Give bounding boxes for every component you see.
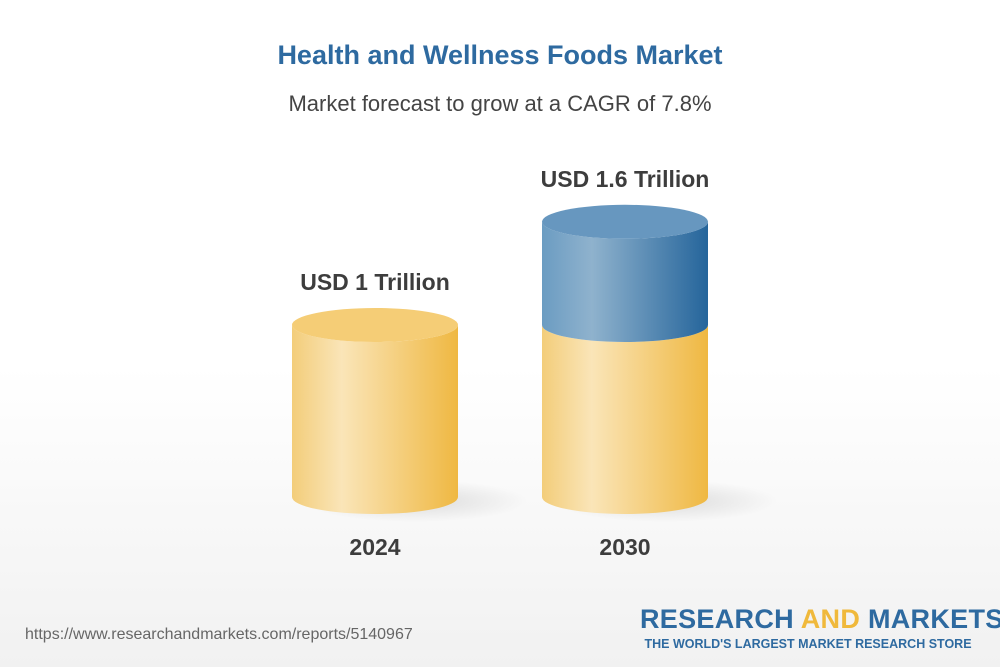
category-label: 2030 xyxy=(599,534,650,560)
logo-word-and: AND xyxy=(800,604,861,634)
bar-top-cap xyxy=(292,308,458,342)
data-label: USD 1.6 Trillion xyxy=(541,166,710,192)
logo-tagline: THE WORLD'S LARGEST MARKET RESEARCH STOR… xyxy=(644,637,972,651)
category-label: 2024 xyxy=(349,534,400,560)
bar-base-segment xyxy=(292,325,458,514)
logo-word-markets: MARKETS xyxy=(867,604,1000,634)
bar-top-cap xyxy=(542,204,708,239)
source-url[interactable]: https://www.researchandmarkets.com/repor… xyxy=(25,626,413,643)
research-and-markets-logo: RESEARCH AND MARKETS THE WORLD'S LARGEST… xyxy=(640,604,1000,651)
logo-word-research: RESEARCH xyxy=(640,604,794,634)
chart-title: Health and Wellness Foods Market xyxy=(277,40,723,70)
chart-subtitle: Market forecast to grow at a CAGR of 7.8… xyxy=(288,91,712,116)
bar-base-segment xyxy=(542,325,708,514)
data-label: USD 1 Trillion xyxy=(300,269,450,295)
bar-growth-segment xyxy=(542,221,708,342)
